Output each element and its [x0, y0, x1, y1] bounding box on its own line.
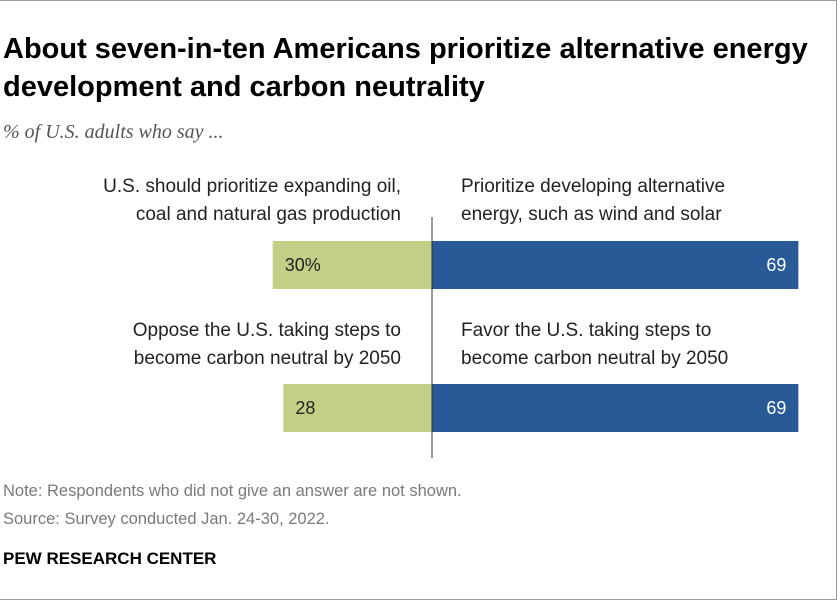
bar-right — [432, 241, 799, 289]
brand-logo-text: PEW RESEARCH CENTER — [3, 549, 217, 568]
bar-left — [272, 241, 432, 289]
category-label-left: Oppose the U.S. taking steps to — [133, 320, 401, 341]
bar-left — [283, 384, 432, 432]
value-label-right: 69 — [766, 398, 786, 418]
frame-top-border — [0, 0, 836, 1]
value-label-left: 28 — [295, 398, 315, 418]
category-label-right: energy, such as wind and solar — [461, 204, 722, 225]
chart-subtitle: % of U.S. adults who say ... — [3, 121, 224, 143]
value-label-right: 69 — [766, 255, 786, 275]
category-label-left: become carbon neutral by 2050 — [134, 348, 401, 369]
chart-title: About seven-in-ten Americans prioritize … — [3, 33, 808, 103]
category-label-right: Favor the U.S. taking steps to — [461, 320, 711, 341]
chart-note: Note: Respondents who did not give an an… — [3, 482, 462, 500]
category-label-left: U.S. should prioritize expanding oil, — [103, 176, 401, 197]
category-label-right: become carbon neutral by 2050 — [461, 348, 728, 369]
chart-source: Source: Survey conducted Jan. 24-30, 202… — [3, 510, 330, 528]
value-label-left: 30% — [285, 255, 321, 275]
category-label-left: coal and natural gas production — [136, 204, 401, 225]
frame-right-border — [836, 0, 837, 600]
bar-right — [432, 384, 799, 432]
category-label-right: Prioritize developing alternative — [461, 176, 725, 197]
